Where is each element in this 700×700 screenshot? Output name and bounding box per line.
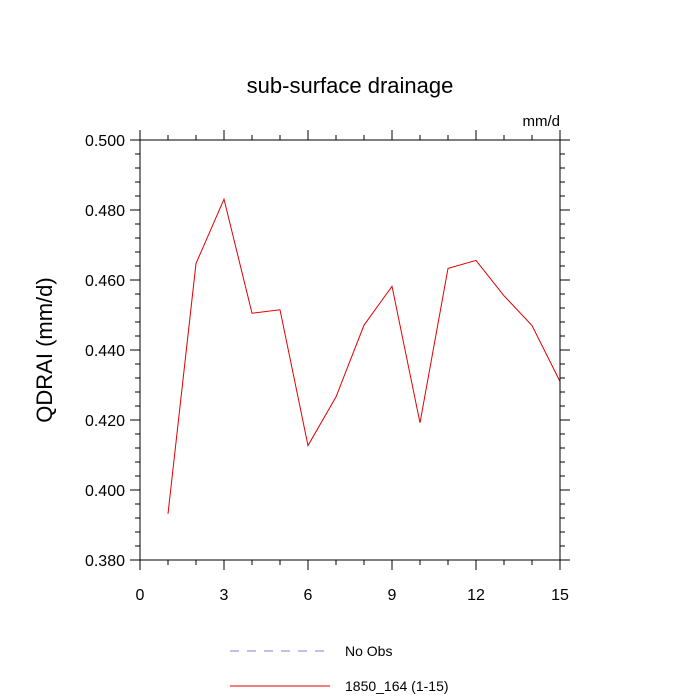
x-tick-label: 9 [388,587,397,604]
x-tick-label: 6 [304,587,313,604]
legend-label-no-obs: No Obs [345,643,392,659]
chart-title: sub-surface drainage [247,73,454,98]
y-axis-label: QDRAI (mm/d) [32,277,57,422]
y-tick-label: 0.400 [85,483,125,500]
x-tick-label: 12 [467,587,485,604]
x-tick-label: 0 [136,587,145,604]
series-line [167,197,561,514]
legend-label-1850-164: 1850_164 (1-15) [345,678,449,694]
y-tick-label: 0.480 [85,203,125,220]
series-layer [167,197,561,514]
units-label: mm/d [523,113,561,130]
axis-ticks [130,130,570,570]
y-tick-label: 0.380 [85,553,125,570]
y-tick-label: 0.440 [85,343,125,360]
legend: No Obs 1850_164 (1-15) [230,643,449,694]
plot-frame [139,139,561,561]
y-tick-label: 0.460 [85,273,125,290]
y-tick-label: 0.500 [85,133,125,150]
x-tick-label: 3 [220,587,229,604]
x-tick-label: 15 [551,587,569,604]
y-tick-label: 0.420 [85,413,125,430]
axis-tick-labels: 0 3 6 9 12 15 0.380 0.400 0.420 0.440 0.460 0.480 0.… [85,133,569,604]
